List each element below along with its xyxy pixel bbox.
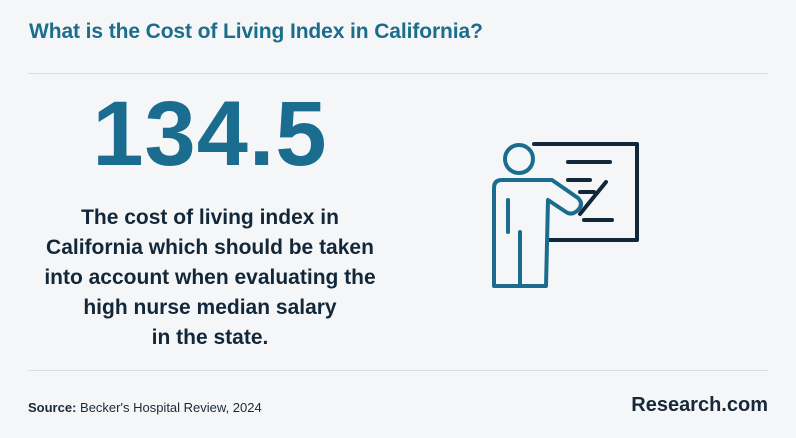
- stat-description: The cost of living index in California w…: [0, 203, 420, 353]
- bottom-divider: [28, 370, 768, 371]
- source-citation: Source: Becker's Hospital Review, 2024: [28, 400, 262, 415]
- top-divider: [28, 73, 768, 74]
- source-label: Source:: [28, 400, 77, 415]
- description-line: The cost of living index in: [81, 206, 339, 229]
- page-title: What is the Cost of Living Index in Cali…: [29, 20, 483, 43]
- source-text: Becker's Hospital Review, 2024: [80, 400, 262, 415]
- brand-logo[interactable]: Research.com: [631, 394, 768, 416]
- description-line: high nurse median salary: [83, 296, 337, 319]
- description-line: California which should be taken: [46, 236, 374, 259]
- description-line: in the state.: [151, 326, 269, 349]
- stat-value: 134.5: [92, 83, 328, 185]
- presenter-at-board-icon: [492, 142, 639, 288]
- description-line: into account when evaluating the: [44, 266, 376, 289]
